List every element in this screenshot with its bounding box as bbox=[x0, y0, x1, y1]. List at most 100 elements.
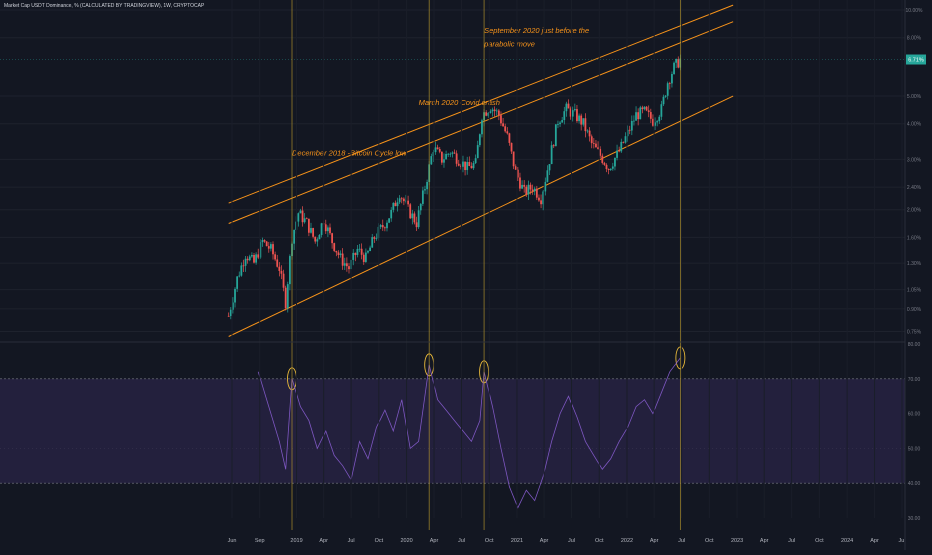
candle bbox=[548, 163, 551, 176]
candle-body bbox=[288, 256, 291, 285]
candle-body bbox=[244, 258, 247, 266]
candle bbox=[293, 229, 296, 250]
candle bbox=[628, 125, 631, 135]
candle-body bbox=[430, 156, 433, 165]
candle-body bbox=[658, 116, 661, 122]
candle-body bbox=[487, 112, 490, 116]
candle bbox=[664, 95, 667, 98]
candle bbox=[267, 241, 270, 253]
candle-body bbox=[647, 110, 650, 113]
candle bbox=[487, 112, 490, 118]
candle bbox=[586, 129, 589, 134]
candle bbox=[421, 186, 424, 206]
candle bbox=[248, 254, 251, 262]
candle-body bbox=[371, 237, 374, 248]
candle-body bbox=[381, 225, 384, 228]
candle-body bbox=[504, 126, 507, 132]
candle bbox=[557, 120, 559, 129]
candle bbox=[546, 165, 549, 183]
candle bbox=[677, 56, 680, 69]
candle-body bbox=[514, 166, 517, 170]
candle bbox=[240, 262, 243, 277]
candle-body bbox=[618, 150, 621, 152]
candle bbox=[673, 61, 675, 75]
candle-body bbox=[476, 145, 479, 159]
candle bbox=[265, 240, 268, 247]
candle-body bbox=[595, 143, 597, 148]
candle bbox=[261, 237, 264, 247]
candle-body bbox=[639, 107, 642, 120]
candle-body bbox=[436, 147, 439, 150]
candle-body bbox=[550, 145, 553, 165]
candle-body bbox=[668, 83, 671, 85]
candle bbox=[459, 163, 462, 170]
candle bbox=[637, 108, 640, 126]
candle-body bbox=[257, 254, 260, 258]
candle-body bbox=[447, 153, 450, 155]
candle bbox=[276, 254, 279, 268]
candle-body bbox=[654, 122, 656, 126]
candle bbox=[383, 226, 386, 232]
candle bbox=[449, 152, 452, 158]
candle bbox=[639, 105, 642, 120]
candle-body bbox=[673, 62, 675, 75]
candle bbox=[263, 239, 266, 243]
candle-body bbox=[312, 228, 315, 237]
candle-body bbox=[310, 228, 312, 233]
candle-body bbox=[358, 248, 361, 250]
candle bbox=[649, 108, 652, 124]
candle bbox=[590, 134, 593, 149]
candle-body bbox=[565, 103, 568, 112]
candle-body bbox=[318, 234, 321, 240]
candle bbox=[523, 180, 526, 193]
candle bbox=[611, 162, 614, 171]
candle-body bbox=[563, 111, 566, 121]
axis-pane: Jun Sep 2019 Apr Jul Oct 2020 Apr Jul Oct 2021 Apr J… bbox=[228, 0, 906, 544]
candle bbox=[605, 163, 608, 173]
candle bbox=[227, 312, 230, 317]
price-tick-label: 3.00% bbox=[907, 157, 922, 163]
candle-body bbox=[531, 189, 534, 192]
time-tick-label: 2022 bbox=[621, 538, 633, 544]
candle bbox=[282, 269, 285, 292]
candle-body bbox=[354, 252, 357, 255]
candle bbox=[497, 108, 500, 121]
candle-body bbox=[635, 112, 637, 121]
candle bbox=[561, 116, 564, 123]
candle bbox=[476, 140, 479, 159]
time-tick-label: Oct bbox=[375, 538, 384, 544]
candle-body bbox=[497, 110, 500, 116]
candle bbox=[588, 127, 591, 142]
candle bbox=[373, 235, 376, 243]
time-tick-label: Jul bbox=[568, 538, 575, 544]
candle bbox=[552, 144, 555, 148]
candle-body bbox=[620, 141, 623, 152]
candle bbox=[396, 197, 399, 212]
candle-body bbox=[605, 164, 608, 170]
candle bbox=[402, 197, 405, 206]
candle-body bbox=[407, 200, 409, 205]
candle-body bbox=[261, 240, 264, 243]
rsi-tick-label: 60.00 bbox=[908, 412, 921, 418]
candle-body bbox=[571, 110, 574, 117]
candle-body bbox=[538, 197, 540, 201]
annotation-label: September 2020 just before the bbox=[484, 26, 589, 35]
candle bbox=[329, 223, 331, 235]
candle-body bbox=[316, 239, 319, 242]
candle-body bbox=[567, 103, 570, 109]
candle bbox=[316, 237, 319, 247]
candle-body bbox=[561, 120, 564, 123]
candle-body bbox=[348, 266, 350, 270]
candle-body bbox=[472, 163, 475, 169]
candle-body bbox=[641, 107, 644, 110]
candle bbox=[599, 146, 602, 159]
candle-body bbox=[320, 223, 323, 235]
candle bbox=[345, 257, 348, 272]
annotation-label: parabolic move bbox=[483, 40, 535, 49]
candle-body bbox=[362, 254, 365, 262]
candle-body bbox=[276, 259, 279, 267]
candle-body bbox=[236, 276, 239, 289]
candle bbox=[324, 219, 327, 234]
